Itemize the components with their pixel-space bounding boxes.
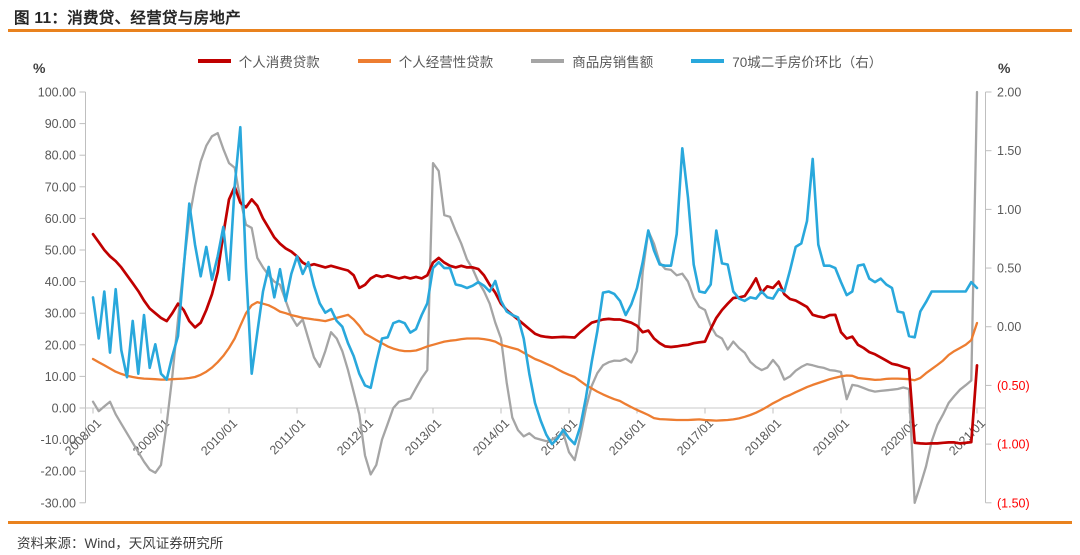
- legend-label-consumer-loans: 个人消费贷款: [238, 55, 320, 70]
- left-axis-label: -20.00: [41, 465, 76, 479]
- right-axis-label: 0.00: [997, 320, 1021, 334]
- x-axis-label: 2014/01: [470, 416, 512, 458]
- series-line-consumer-loans: [91, 185, 979, 446]
- x-axis-label: 2017/01: [674, 416, 716, 458]
- legend-item-consumer-loans: 个人消费贷款: [197, 51, 320, 71]
- right-axis-label: 0.50: [997, 262, 1021, 276]
- x-axis-label: 2013/01: [402, 416, 444, 458]
- series-line-housing-sales: [91, 90, 979, 504]
- right-axis-label: (1.50): [997, 496, 1030, 510]
- left-axis-label: 10.00: [45, 370, 76, 384]
- left-axis-label: 100.00: [38, 86, 76, 100]
- chart-legend: 个人消费贷款 个人经营性贷款 商品房销售额 70城二手房价环比（右）: [0, 51, 1080, 71]
- source-divider: [8, 521, 1072, 524]
- left-axis-label: 40.00: [45, 275, 76, 289]
- right-axis-label: 1.00: [997, 203, 1021, 217]
- legend-item-housing-sales: 商品房销售额: [531, 51, 653, 71]
- left-axis-label: 0.00: [52, 402, 76, 416]
- legend-label-price-mom: 70城二手房价环比（右）: [732, 55, 883, 70]
- x-axis-label: 2012/01: [334, 416, 376, 458]
- legend-swatch-consumer-loans: [197, 59, 231, 63]
- legend-swatch-price-mom: [691, 59, 725, 63]
- x-axis-label: 2010/01: [198, 416, 240, 458]
- left-axis-label: 30.00: [45, 307, 76, 321]
- legend-swatch-housing-sales: [531, 59, 565, 63]
- series-line-business-loans: [91, 300, 979, 422]
- source-text: 资料来源：Wind，天风证券研究所: [17, 536, 224, 551]
- series-line-price-mom: [91, 125, 979, 446]
- legend-item-business-loans: 个人经营性贷款: [357, 51, 494, 71]
- right-axis-label: (0.50): [997, 379, 1030, 393]
- x-axis-label: 2021/01: [946, 416, 988, 458]
- right-axis-label: (1.00): [997, 438, 1030, 452]
- right-axis-label: 1.50: [997, 144, 1021, 158]
- x-axis-label: 2011/01: [267, 416, 308, 457]
- right-axis-unit: %: [998, 60, 1011, 76]
- left-axis-label: -30.00: [41, 496, 76, 510]
- left-axis-label: 90.00: [45, 117, 76, 131]
- x-axis-label: 2018/01: [742, 416, 784, 458]
- left-axis-label: 50.00: [45, 244, 76, 258]
- left-axis-label: 20.00: [45, 338, 76, 352]
- left-axis-label: 60.00: [45, 212, 76, 226]
- figure-title: 图 11：消费贷、经营贷与房地产: [14, 10, 241, 27]
- left-axis-label: 80.00: [45, 149, 76, 163]
- left-axis-label: -10.00: [41, 433, 76, 447]
- right-axis-label: 2.00: [997, 86, 1021, 100]
- x-axis-label: 2016/01: [606, 416, 648, 458]
- legend-label-business-loans: 个人经营性贷款: [398, 55, 494, 70]
- left-axis-label: 70.00: [45, 180, 76, 194]
- left-axis-unit: %: [33, 60, 46, 76]
- legend-swatch-business-loans: [357, 59, 391, 63]
- x-axis-label: 2019/01: [810, 416, 852, 458]
- title-divider: [8, 29, 1072, 32]
- legend-label-housing-sales: 商品房销售额: [572, 55, 654, 70]
- legend-item-price-mom: 70城二手房价环比（右）: [691, 51, 882, 71]
